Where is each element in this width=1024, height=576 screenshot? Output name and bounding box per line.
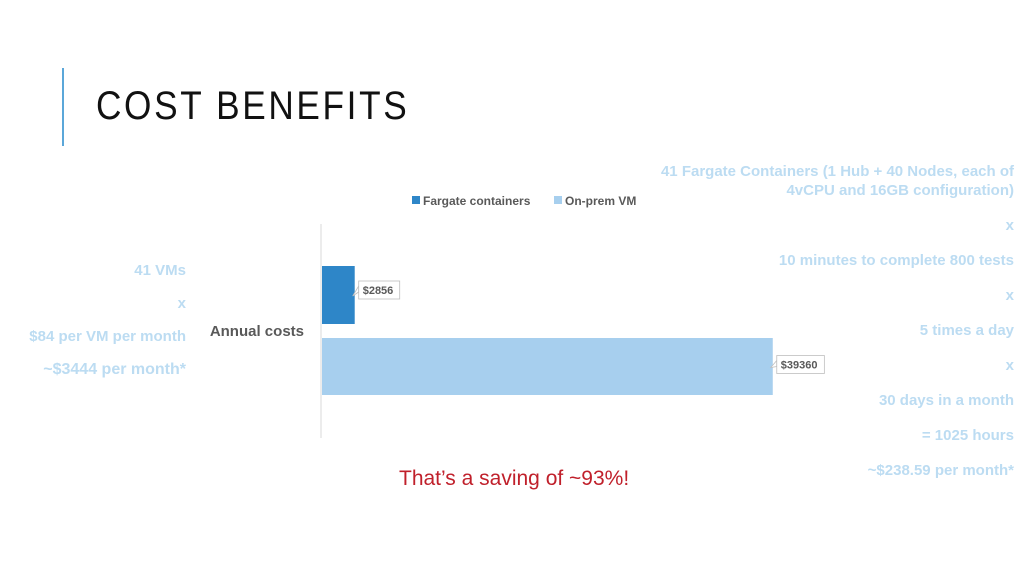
data-label-box-fargate [358, 280, 401, 300]
fargate-containers-note: 41 Fargate Containers (1 Hub + 40 Nodes,… [660, 163, 1014, 199]
fargate-multiply-note-1: x [1005, 217, 1014, 234]
category-tick-label: Annual costs [210, 323, 304, 340]
legend-swatch-onprem [554, 196, 562, 204]
data-label-fargate: $2856 [363, 285, 394, 297]
bar-fargate [322, 266, 355, 324]
fargate-hours-note: = 1025 hours [921, 427, 1014, 444]
vm-multiply-note: x [177, 295, 186, 312]
data-label-onprem: $39360 [781, 360, 818, 372]
legend-swatch-fargate [412, 196, 420, 204]
title-accent-bar [62, 68, 64, 146]
data-label-box-onprem [776, 355, 825, 374]
fargate-monthly-total-note: ~$238.59 per month* [867, 462, 1014, 479]
vm-count-note: 41 VMs [134, 262, 186, 279]
bars: $2856 $39360 [322, 266, 825, 395]
fargate-days-note: 30 days in a month [878, 392, 1014, 409]
legend: Fargate containers On-prem VM [412, 194, 636, 208]
fargate-frequency-note: 5 times a day [919, 322, 1014, 339]
fargate-multiply-note-2: x [1005, 287, 1014, 304]
vm-price-note: $84 per VM per month [29, 328, 186, 345]
legend-label-onprem: On-prem VM [565, 194, 636, 208]
saving-callout: That’s a saving of ~93%! [399, 467, 630, 490]
fargate-cost-notes: 41 Fargate Containers (1 Hub + 40 Nodes,… [634, 162, 1014, 496]
slide-title: COST BENEFITS [96, 84, 410, 128]
vm-cost-notes: 41 VMs x $84 per VM per month ~$3444 per… [0, 262, 186, 394]
bar-onprem [322, 338, 773, 395]
fargate-duration-note: 10 minutes to complete 800 tests [778, 252, 1014, 269]
legend-label-fargate: Fargate containers [423, 194, 531, 208]
fargate-multiply-note-3: x [1005, 357, 1014, 374]
vm-monthly-total-note: ~$3444 per month* [43, 361, 186, 378]
